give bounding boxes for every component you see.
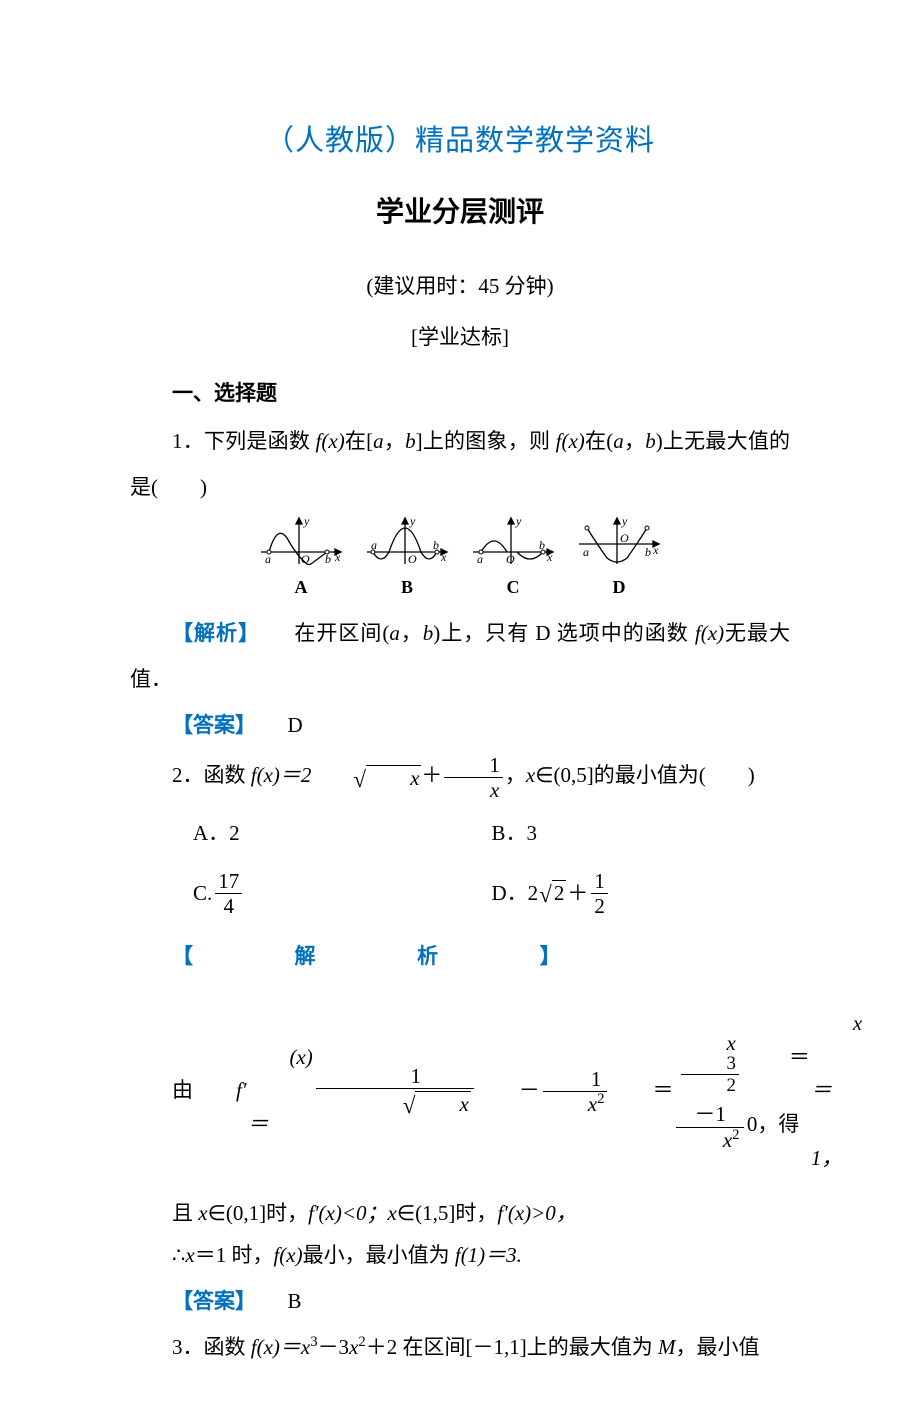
q1-stem: 1．下列是函数 f(x)在[a，b]上的图象，则 f(x)在(a，b)上无最大值… <box>130 418 790 510</box>
q2-option-d: D．2 √2 ＋ 12 <box>492 863 791 923</box>
graph-b: a O b x y B <box>363 514 451 608</box>
svg-text:y: y <box>621 514 628 528</box>
sqrt-icon: √x <box>311 765 421 791</box>
svg-text:O: O <box>301 552 310 566</box>
q1-answer-label: 【答案】 <box>172 713 256 737</box>
q1-text-a: 1．下列是函数 <box>172 429 316 453</box>
q2-answer-val: B <box>288 1289 302 1313</box>
q2-option-c: C. 174 <box>193 863 492 923</box>
q1-text-b: 在[ <box>345 429 373 453</box>
time-hint: (建议用时：45 分钟) <box>130 263 790 309</box>
section-heading: 一、选择题 <box>130 370 790 416</box>
svg-text:x: x <box>440 550 447 564</box>
q2-analysis-line2: 且 x∈(0,1]时，f′(x)<0；x∈(1,5]时，f′(x)>0， <box>130 1194 790 1234</box>
q1-b2: b <box>645 429 656 453</box>
graph-c: a O b x y C <box>469 514 557 608</box>
graph-c-svg: a O b x y <box>469 514 557 570</box>
q2-answer: 【答案】 B <box>130 1278 790 1324</box>
q1-graph-row: a O b x y A a O b x y B <box>130 514 790 608</box>
q1-text-d: ]上的图象，则 <box>416 429 556 453</box>
q1-analysis: 【解析】 在开区间(a，b)上，只有 D 选项中的函数 f(x)无最大值． <box>130 610 790 702</box>
graph-d-label: D <box>575 568 663 608</box>
q2-optd-frac: 12 <box>589 870 610 917</box>
graph-a-label: A <box>257 568 345 608</box>
svg-text:x: x <box>546 550 553 564</box>
q2-analysis: 【解析】 由 f′ (x)＝ 1√x － 1x2 ＝ x32－1 x2 ＝0，得… <box>130 923 790 1192</box>
q1-a: a <box>373 429 384 453</box>
svg-text:O: O <box>620 531 629 545</box>
graph-d-svg: a O b x y <box>575 514 663 570</box>
graph-c-label: C <box>469 568 557 608</box>
q1-answer-val: D <box>288 713 303 737</box>
q1-b: b <box>405 429 416 453</box>
graph-b-svg: a O b x y <box>363 514 451 570</box>
q1-text-e: 在( <box>585 429 613 453</box>
q1-a2: a <box>613 429 624 453</box>
svg-text:x: x <box>334 550 341 564</box>
q2-frac: 1x <box>442 754 505 801</box>
q1-comma: ， <box>384 429 405 453</box>
graph-b-label: B <box>363 568 451 608</box>
section-bracket: [学业达标] <box>130 314 790 360</box>
svg-text:O: O <box>506 552 515 566</box>
graph-d: a O b x y D <box>575 514 663 608</box>
graph-a-svg: a O b x y <box>257 514 345 570</box>
svg-text:y: y <box>303 514 310 528</box>
q2-option-a: A．2 <box>193 803 492 863</box>
svg-text:b: b <box>645 545 651 559</box>
q2-analysis-line3: ∴x＝1 时，f(x)最小，最小值为 f(1)＝3. <box>130 1236 790 1276</box>
svg-text:y: y <box>515 514 522 528</box>
q2-optc-frac: 174 <box>213 870 244 917</box>
q1-answer: 【答案】 D <box>130 702 790 748</box>
q2-stem: 2．函数 f(x)＝2√x＋1x，x∈(0,5]的最小值为( ) <box>130 748 790 803</box>
svg-text:a: a <box>583 545 589 559</box>
svg-text:O: O <box>408 552 417 566</box>
q1-analysis-label: 【解析】 <box>172 621 260 645</box>
q1-fx: f(x) <box>316 429 345 453</box>
svg-text:x: x <box>652 543 659 557</box>
sqrt-icon: √2 <box>539 880 566 906</box>
title-resource: （人教版）精品数学教学资料 <box>130 110 790 174</box>
q1-analysis-a: 在开区间( <box>294 621 389 645</box>
svg-text:y: y <box>409 514 416 528</box>
q1-fx2: f(x) <box>556 429 585 453</box>
q1-comma2: ， <box>624 429 645 453</box>
q2-options: A．2 B．3 C. 174 D．2 √2 ＋ 12 <box>193 803 790 923</box>
title-assessment: 学业分层测评 <box>130 182 790 244</box>
graph-a: a O b x y A <box>257 514 345 608</box>
q3-stem: 3．函数 f(x)＝x3－3x2＋2 在区间[－1,1]上的最大值为 M，最小值 <box>130 1324 790 1370</box>
q2-option-b: B．3 <box>492 803 791 863</box>
